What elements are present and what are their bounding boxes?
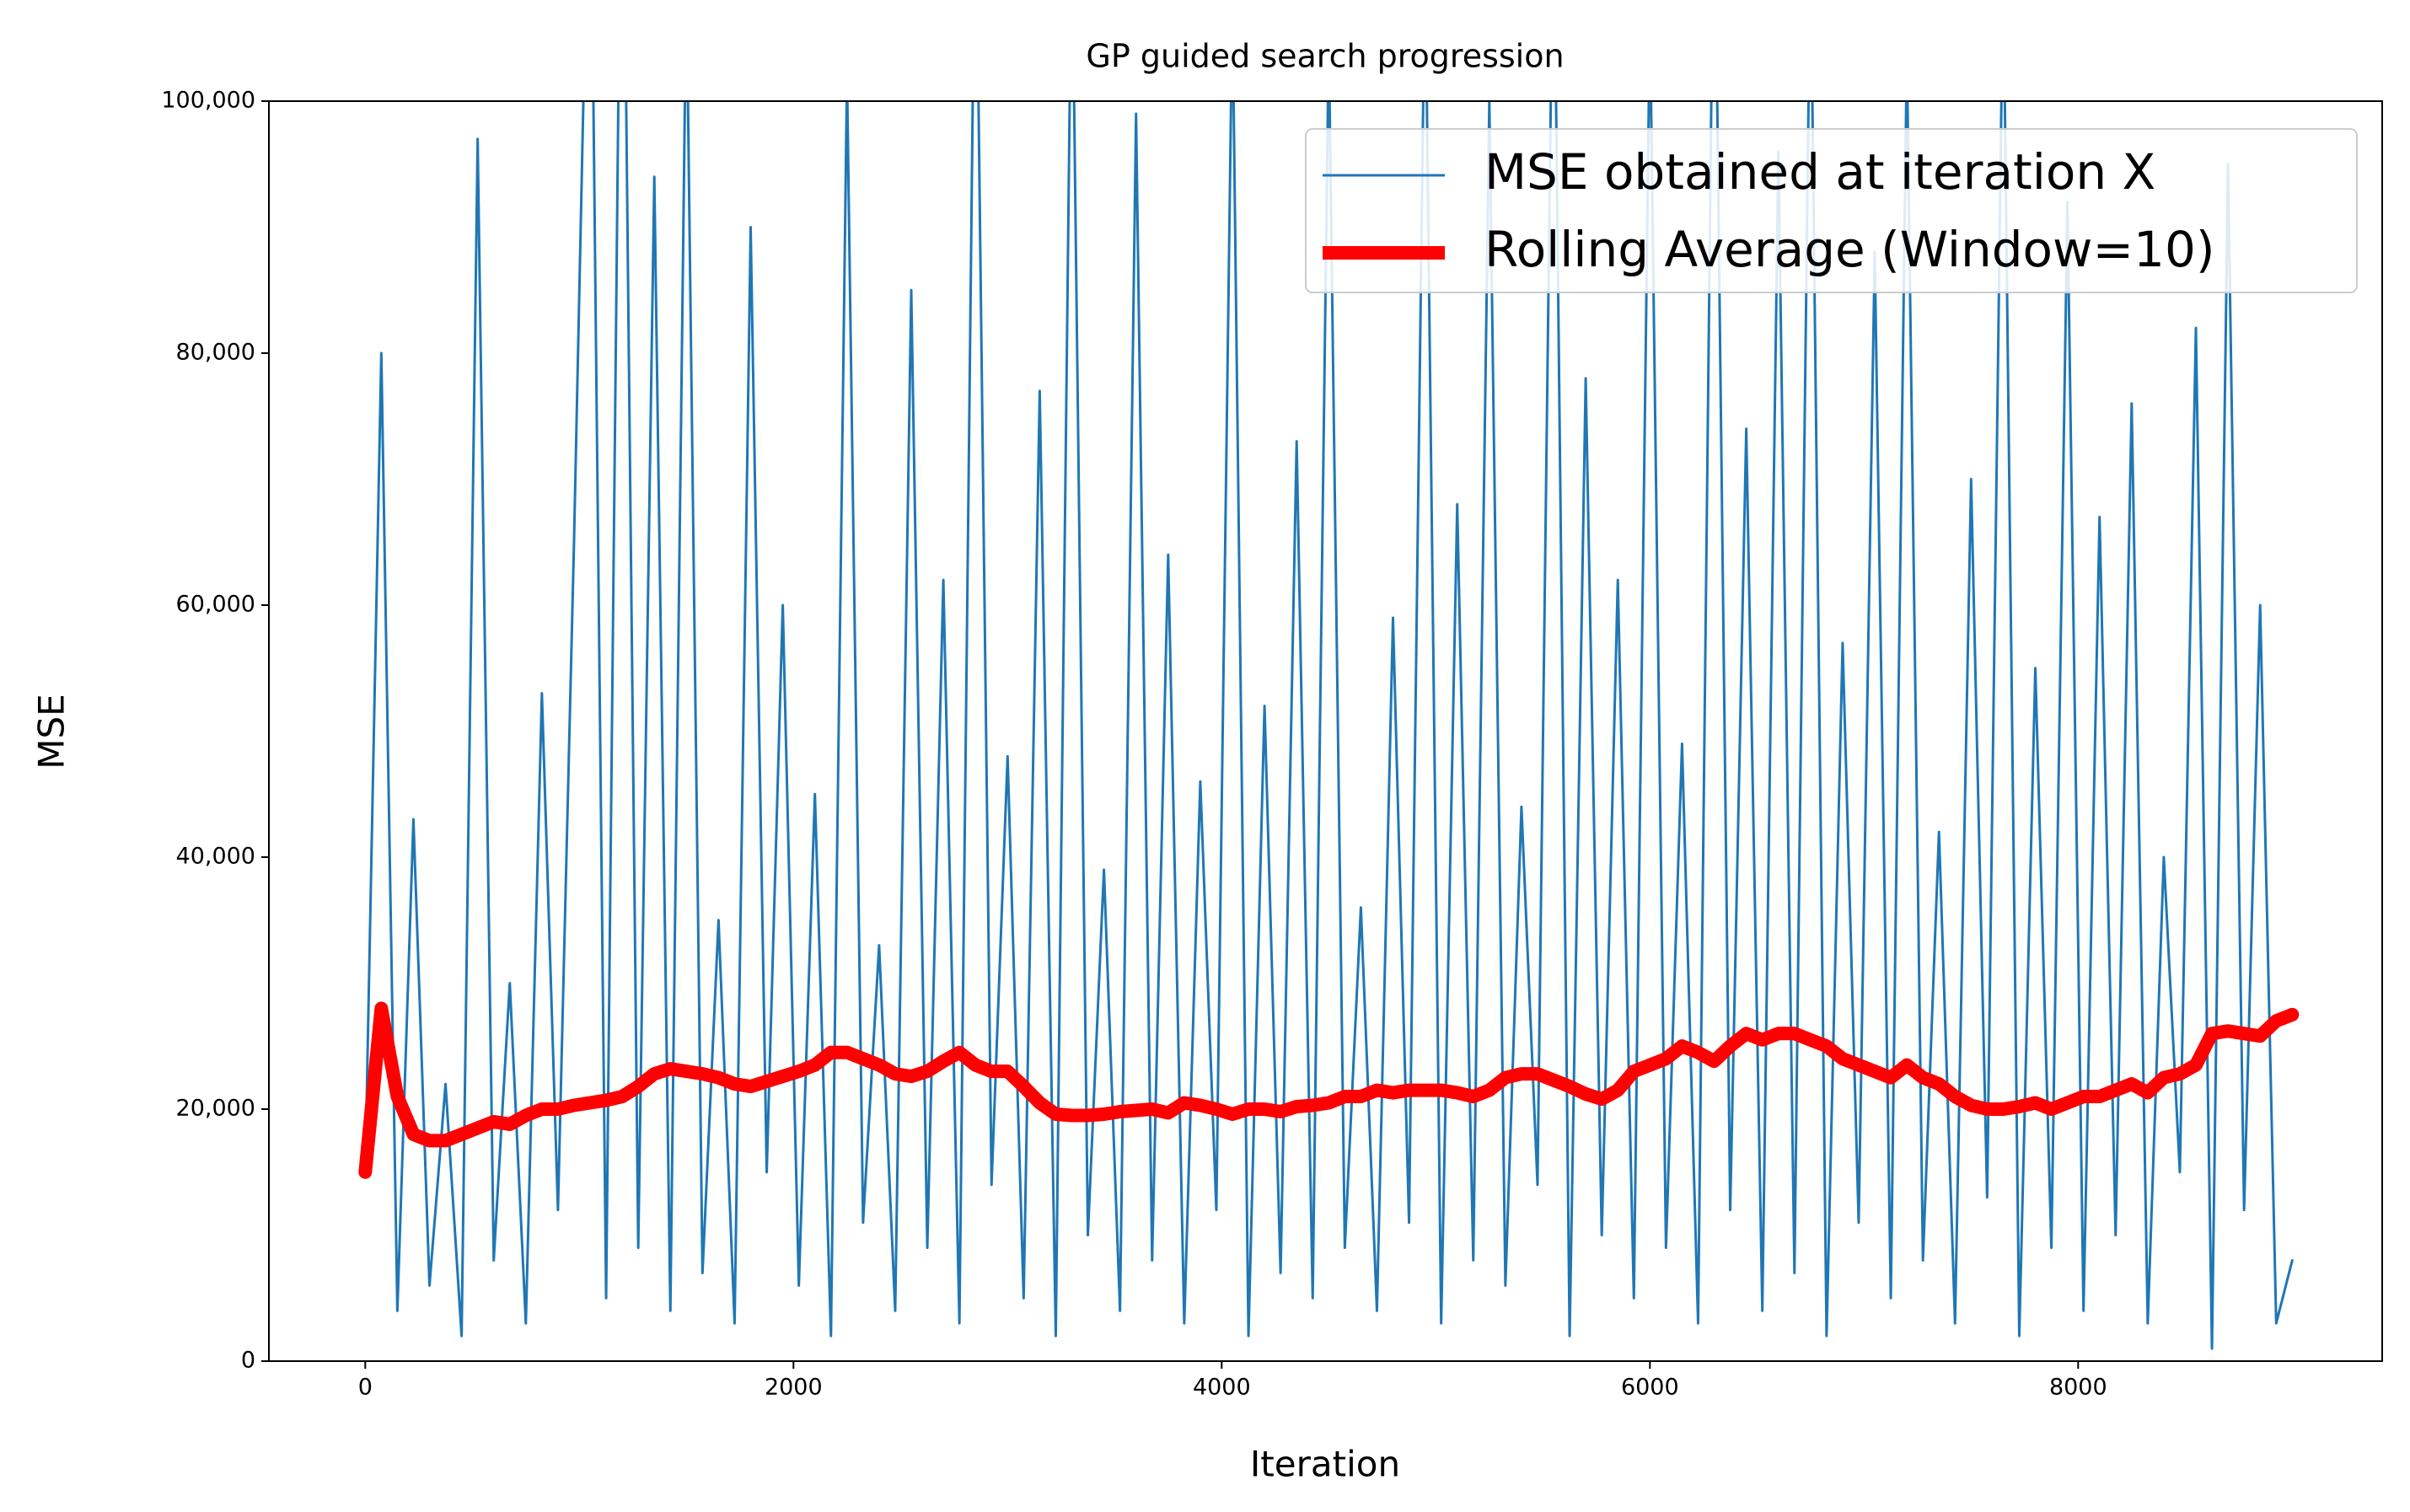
y-tick-label: 60,000 [176, 592, 255, 618]
axes-frame [268, 100, 2383, 1362]
x-tick-label: 0 [358, 1375, 373, 1401]
legend-label: Rolling Average (Window=10) [1484, 221, 2215, 278]
x-tick-label: 6000 [1621, 1375, 1679, 1401]
plot-area [358, 101, 2300, 1350]
y-tick-label: 80,000 [176, 340, 255, 366]
chart-title: GP guided search progression [1086, 38, 1564, 75]
x-tick-label: 4000 [1193, 1375, 1251, 1401]
x-tick-label: 8000 [2049, 1375, 2107, 1401]
legend: MSE obtained at iteration X Rolling Avera… [1305, 128, 2358, 293]
x-axis-label: Iteration [1250, 1444, 1400, 1485]
x-tick-label: 2000 [765, 1375, 823, 1401]
y-axis-label: MSE [31, 694, 72, 769]
y-tick-label: 100,000 [161, 88, 255, 114]
y-tick-label: 0 [241, 1348, 255, 1374]
y-tick-label: 40,000 [176, 844, 255, 870]
series-line [363, 101, 2294, 1350]
legend-label: MSE obtained at iteration X [1484, 143, 2155, 201]
series-line [358, 1001, 2300, 1179]
legend-box [1305, 128, 2358, 293]
y-tick-label: 20,000 [176, 1096, 255, 1122]
